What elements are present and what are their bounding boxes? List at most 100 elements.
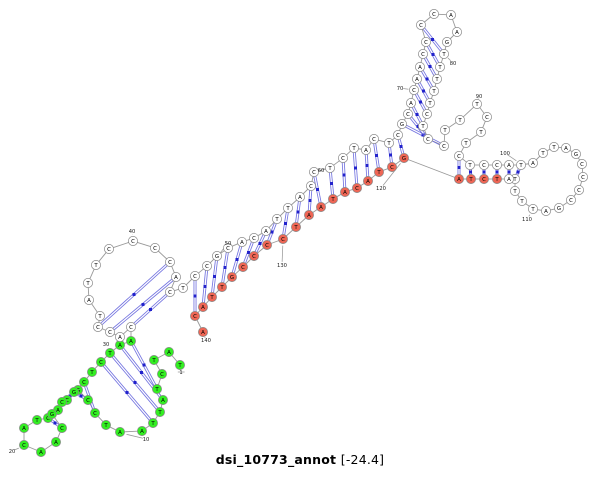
nucleotide[interactable]: C xyxy=(577,159,587,169)
nucleotide[interactable]: C xyxy=(83,395,93,405)
nucleotide[interactable]: G xyxy=(554,203,564,213)
nucleotide[interactable]: T xyxy=(328,194,338,204)
nucleotide[interactable]: T xyxy=(435,62,445,72)
nucleotide[interactable]: A xyxy=(198,327,208,337)
nucleotide[interactable]: C xyxy=(479,160,489,170)
nucleotide[interactable]: C xyxy=(57,423,67,433)
nucleotide[interactable]: T xyxy=(528,204,538,214)
nucleotide[interactable]: T xyxy=(374,167,384,177)
nucleotide[interactable]: C xyxy=(57,397,67,407)
nucleotide[interactable]: T xyxy=(32,415,42,425)
nucleotide[interactable]: T xyxy=(429,86,439,96)
nucleotide[interactable]: A xyxy=(446,10,456,20)
nucleotide[interactable]: C xyxy=(418,49,428,59)
nucleotide[interactable]: C xyxy=(338,153,348,163)
nucleotide[interactable]: C xyxy=(387,162,397,172)
nucleotide[interactable]: C xyxy=(105,327,115,337)
nucleotide[interactable]: A xyxy=(115,332,125,342)
nucleotide[interactable]: T xyxy=(384,138,394,148)
nucleotide[interactable]: C xyxy=(409,85,419,95)
nucleotide[interactable]: T xyxy=(217,282,227,292)
nucleotide[interactable]: T xyxy=(455,115,465,125)
nucleotide[interactable]: T xyxy=(466,174,476,184)
nucleotide[interactable]: T xyxy=(425,98,435,108)
nucleotide[interactable]: T xyxy=(105,348,115,358)
nucleotide[interactable]: G xyxy=(212,251,222,261)
nucleotide[interactable]: T xyxy=(95,311,105,321)
nucleotide[interactable]: A xyxy=(412,74,422,84)
nucleotide[interactable]: A xyxy=(454,174,464,184)
nucleotide[interactable]: C xyxy=(190,311,200,321)
nucleotide[interactable]: C xyxy=(238,262,248,272)
nucleotide[interactable]: C xyxy=(150,243,160,253)
nucleotide[interactable]: T xyxy=(461,138,471,148)
nucleotide[interactable]: T xyxy=(439,49,449,59)
nucleotide[interactable]: A xyxy=(126,336,136,346)
nucleotide[interactable]: T xyxy=(83,278,93,288)
nucleotide[interactable]: C xyxy=(79,377,89,387)
nucleotide[interactable]: G xyxy=(227,272,237,282)
nucleotide[interactable]: C xyxy=(306,181,316,191)
nucleotide[interactable]: T xyxy=(517,196,527,206)
nucleotide[interactable]: C xyxy=(249,251,259,261)
nucleotide[interactable]: G xyxy=(571,149,581,159)
nucleotide[interactable]: G xyxy=(442,37,452,47)
nucleotide[interactable]: A xyxy=(340,187,350,197)
nucleotide[interactable]: T xyxy=(101,420,111,430)
nucleotide[interactable]: A xyxy=(452,27,462,37)
nucleotide[interactable]: C xyxy=(416,20,426,30)
nucleotide[interactable]: A xyxy=(137,426,147,436)
nucleotide[interactable]: C xyxy=(369,134,379,144)
nucleotide[interactable]: A xyxy=(406,98,416,108)
nucleotide[interactable]: A xyxy=(237,237,247,247)
nucleotide[interactable]: T xyxy=(91,260,101,270)
nucleotide[interactable]: C xyxy=(96,357,106,367)
nucleotide[interactable]: T xyxy=(272,214,282,224)
nucleotide[interactable]: C xyxy=(482,112,492,122)
nucleotide[interactable]: C xyxy=(422,109,432,119)
nucleotide[interactable]: A xyxy=(51,437,61,447)
nucleotide[interactable]: C xyxy=(157,369,167,379)
nucleotide[interactable]: C xyxy=(190,271,200,281)
nucleotide[interactable]: C xyxy=(249,233,259,243)
nucleotide[interactable]: A xyxy=(84,295,94,305)
nucleotide[interactable]: A xyxy=(198,302,208,312)
nucleotide[interactable]: A xyxy=(295,192,305,202)
nucleotide[interactable]: C xyxy=(429,9,439,19)
nucleotide[interactable]: A xyxy=(171,272,181,282)
nucleotide[interactable]: C xyxy=(352,183,362,193)
nucleotide[interactable]: G xyxy=(47,409,57,419)
nucleotide[interactable]: A xyxy=(19,423,29,433)
nucleotide[interactable]: A xyxy=(541,206,551,216)
nucleotide[interactable]: G xyxy=(69,387,79,397)
nucleotide[interactable]: T xyxy=(510,186,520,196)
nucleotide[interactable]: A xyxy=(561,143,571,153)
nucleotide[interactable]: T xyxy=(349,143,359,153)
nucleotide[interactable]: T xyxy=(283,203,293,213)
nucleotide[interactable]: A xyxy=(415,62,425,72)
nucleotide[interactable]: A xyxy=(261,226,271,236)
nucleotide[interactable]: C xyxy=(421,37,431,47)
nucleotide[interactable]: C xyxy=(566,195,576,205)
nucleotide[interactable]: C xyxy=(454,151,464,161)
nucleotide[interactable]: T xyxy=(291,222,301,232)
nucleotide[interactable]: A xyxy=(115,427,125,437)
nucleotide[interactable]: A xyxy=(36,447,46,457)
nucleotide[interactable]: C xyxy=(165,257,175,267)
nucleotide[interactable]: C xyxy=(104,244,114,254)
nucleotide[interactable]: A xyxy=(361,145,371,155)
nucleotide[interactable]: T xyxy=(476,127,486,137)
nucleotide[interactable]: A xyxy=(528,158,538,168)
nucleotide[interactable]: T xyxy=(155,407,165,417)
nucleotide[interactable]: A xyxy=(164,347,174,357)
nucleotide[interactable]: A xyxy=(504,174,514,184)
nucleotide[interactable]: A xyxy=(504,160,514,170)
nucleotide[interactable]: C xyxy=(479,174,489,184)
nucleotide[interactable]: T xyxy=(538,148,548,158)
nucleotide[interactable]: T xyxy=(549,142,559,152)
nucleotide[interactable]: C xyxy=(165,287,175,297)
nucleotide[interactable]: T xyxy=(472,99,482,109)
nucleotide[interactable]: C xyxy=(423,134,433,144)
nucleotide[interactable]: T xyxy=(440,125,450,135)
nucleotide[interactable]: C xyxy=(492,160,502,170)
